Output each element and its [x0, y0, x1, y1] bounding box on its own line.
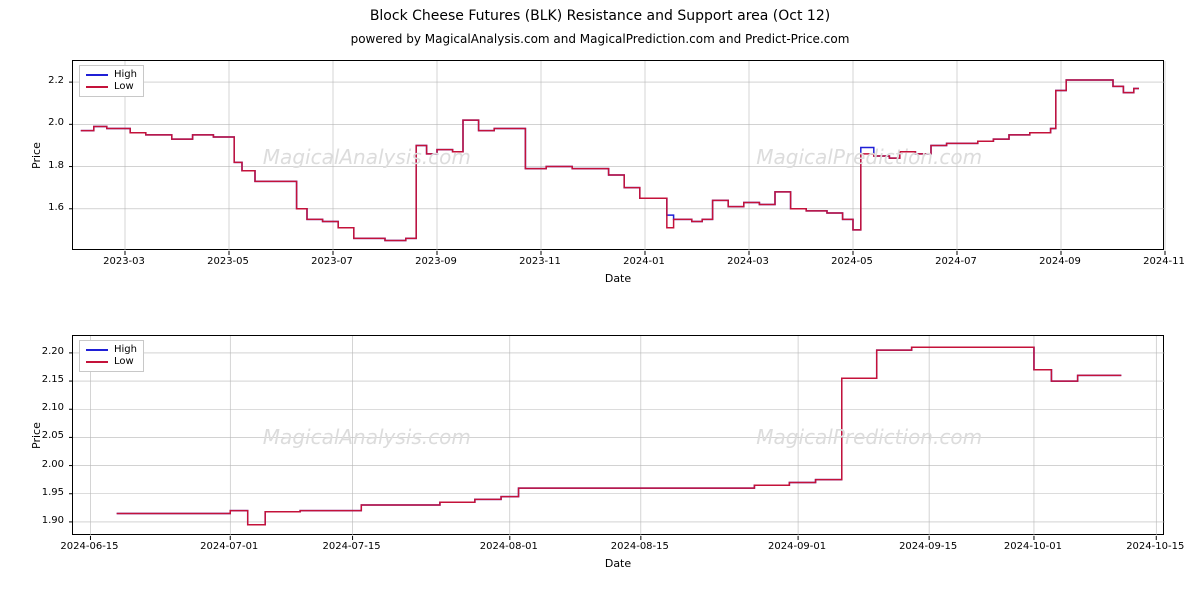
xtick-label: 2024-01 [623, 256, 665, 267]
legend-item: Low [86, 81, 137, 93]
top-chart-plot [73, 61, 1165, 251]
legend-line-icon [86, 349, 108, 351]
legend-item: Low [86, 356, 137, 368]
figure: Block Cheese Futures (BLK) Resistance an… [0, 0, 1200, 600]
ytick-label: 2.2 [48, 75, 64, 86]
legend-item: High [86, 69, 137, 81]
legend-label: Low [114, 356, 134, 368]
xtick-label: 2024-11 [1143, 256, 1185, 267]
top-chart-ylabel: Price [30, 142, 43, 169]
legend-line-icon [86, 361, 108, 363]
xtick-label: 2024-07-01 [200, 541, 258, 552]
ytick-label: 1.8 [48, 160, 64, 171]
xtick-label: 2023-03 [103, 256, 145, 267]
xtick-label: 2024-03 [727, 256, 769, 267]
legend-line-icon [86, 86, 108, 88]
chart-title: Block Cheese Futures (BLK) Resistance an… [0, 8, 1200, 24]
top-chart-axes: HighLow [72, 60, 1164, 250]
xtick-label: 2024-10-01 [1004, 541, 1062, 552]
xtick-label: 2024-08-01 [480, 541, 538, 552]
series-high [81, 80, 1139, 240]
top-chart-legend: HighLow [79, 65, 144, 97]
ytick-label: 1.6 [48, 202, 64, 213]
series-low [81, 80, 1139, 240]
legend-item: High [86, 344, 137, 356]
xtick-label: 2024-05 [831, 256, 873, 267]
top-chart-xlabel: Date [72, 272, 1164, 285]
xtick-label: 2023-07 [311, 256, 353, 267]
xtick-label: 2024-09-15 [899, 541, 957, 552]
ytick-label: 2.20 [42, 346, 64, 357]
xtick-label: 2023-05 [207, 256, 249, 267]
xtick-label: 2024-07 [935, 256, 977, 267]
xtick-label: 2023-11 [519, 256, 561, 267]
bottom-chart-axes: HighLow [72, 335, 1164, 535]
ytick-label: 2.0 [48, 117, 64, 128]
bottom-chart-legend: HighLow [79, 340, 144, 372]
legend-label: High [114, 344, 137, 356]
xtick-label: 2024-06-15 [60, 541, 118, 552]
legend-line-icon [86, 74, 108, 76]
bottom-chart-xlabel: Date [72, 557, 1164, 570]
series-high [117, 347, 1122, 524]
ytick-label: 2.05 [42, 430, 64, 441]
ytick-label: 2.00 [42, 459, 64, 470]
ytick-label: 1.95 [42, 487, 64, 498]
xtick-label: 2023-09 [415, 256, 457, 267]
xtick-label: 2024-09-01 [768, 541, 826, 552]
legend-label: High [114, 69, 137, 81]
chart-subtitle: powered by MagicalAnalysis.com and Magic… [0, 32, 1200, 46]
bottom-chart-plot [73, 336, 1165, 536]
legend-label: Low [114, 81, 134, 93]
xtick-label: 2024-09 [1039, 256, 1081, 267]
xtick-label: 2024-07-15 [322, 541, 380, 552]
series-low [117, 347, 1122, 524]
xtick-label: 2024-10-15 [1126, 541, 1184, 552]
ytick-label: 2.10 [42, 402, 64, 413]
ytick-label: 2.15 [42, 374, 64, 385]
ytick-label: 1.90 [42, 515, 64, 526]
xtick-label: 2024-08-15 [611, 541, 669, 552]
